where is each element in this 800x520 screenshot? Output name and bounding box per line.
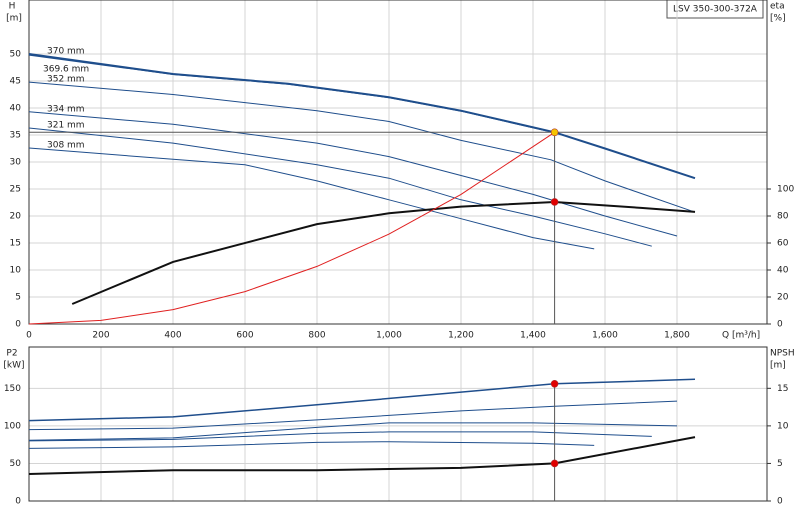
y2-tick-label: 10 (777, 421, 789, 431)
x-tick-label: 400 (164, 331, 181, 341)
curve (28, 127, 652, 247)
y-tick-label: 100 (4, 421, 21, 431)
plot-frame (28, 0, 768, 325)
curve-label: 370 mm (47, 47, 85, 57)
y-tick-label: 15 (10, 239, 21, 249)
operating-point (550, 198, 559, 206)
y-tick-label: 50 (10, 50, 22, 60)
curve (28, 54, 555, 134)
curve (28, 147, 595, 250)
y2-axis-label: eta (770, 2, 785, 12)
y-tick-label: 35 (10, 131, 21, 141)
curve-label: 352 mm (47, 75, 85, 85)
curve-label: 308 mm (47, 140, 85, 150)
y2-tick-label: 5 (777, 459, 783, 469)
x-tick-label: 1,800 (664, 331, 690, 341)
curve-label: 334 mm (47, 104, 85, 114)
curve (28, 378, 696, 422)
operating-point (550, 128, 559, 137)
y2-tick-label: 80 (777, 212, 789, 222)
plot-frame (28, 346, 768, 502)
y-tick-label: 45 (10, 77, 21, 87)
y2-tick-label: 20 (777, 293, 789, 303)
y-tick-label: 0 (15, 497, 21, 507)
y2-tick-label: 100 (777, 185, 794, 195)
curve (28, 111, 678, 237)
curve-label: 369.6 mm (43, 65, 89, 75)
y2-axis-label: NPSH (770, 349, 795, 359)
x-tick-label: 0 (26, 331, 32, 341)
curve (28, 441, 595, 449)
x-tick-label: 600 (236, 331, 253, 341)
y-axis-label: H (9, 2, 16, 12)
y-tick-label: 50 (10, 459, 22, 469)
y-tick-label: 0 (15, 320, 21, 330)
y2-tick-label: 60 (777, 239, 789, 249)
y2-tick-label: 15 (777, 384, 788, 394)
y-tick-label: 20 (10, 212, 22, 222)
curve (28, 81, 696, 213)
x-tick-label: 1,600 (592, 331, 618, 341)
y2-tick-label: 0 (777, 497, 783, 507)
y-tick-label: 25 (10, 185, 21, 195)
curve-label: 321 mm (47, 120, 85, 130)
secondary-curve (71, 200, 696, 305)
x-tick-label: 1,400 (520, 331, 546, 341)
curve (28, 400, 678, 431)
y2-tick-label: 0 (777, 320, 783, 330)
y-tick-label: 40 (10, 104, 22, 114)
y-tick-label: 5 (15, 293, 21, 303)
curve (28, 431, 652, 442)
x-tick-label: 1,200 (448, 331, 474, 341)
operating-point (550, 459, 559, 468)
title: LSV 350-300-372A (673, 5, 758, 15)
y2-axis-unit: [m] (770, 361, 786, 371)
curve (28, 422, 678, 441)
operating-point (550, 380, 559, 388)
y-axis-unit: [m] (6, 14, 22, 24)
y-axis-label: P2 (6, 349, 17, 359)
x-tick-label: 1,000 (376, 331, 402, 341)
y-tick-label: 10 (10, 266, 22, 276)
y-tick-label: 150 (4, 384, 21, 394)
y-axis-unit: [kW] (3, 361, 24, 371)
y-tick-label: 30 (10, 158, 22, 168)
secondary-curve (28, 436, 696, 475)
y2-tick-label: 40 (777, 266, 789, 276)
x-tick-label: 200 (92, 331, 109, 341)
curve (28, 131, 555, 325)
x-axis-label: Q [m³/h] (722, 331, 760, 341)
y2-axis-unit: [%] (770, 14, 786, 24)
title-box (666, 0, 764, 19)
x-tick-label: 800 (308, 331, 325, 341)
